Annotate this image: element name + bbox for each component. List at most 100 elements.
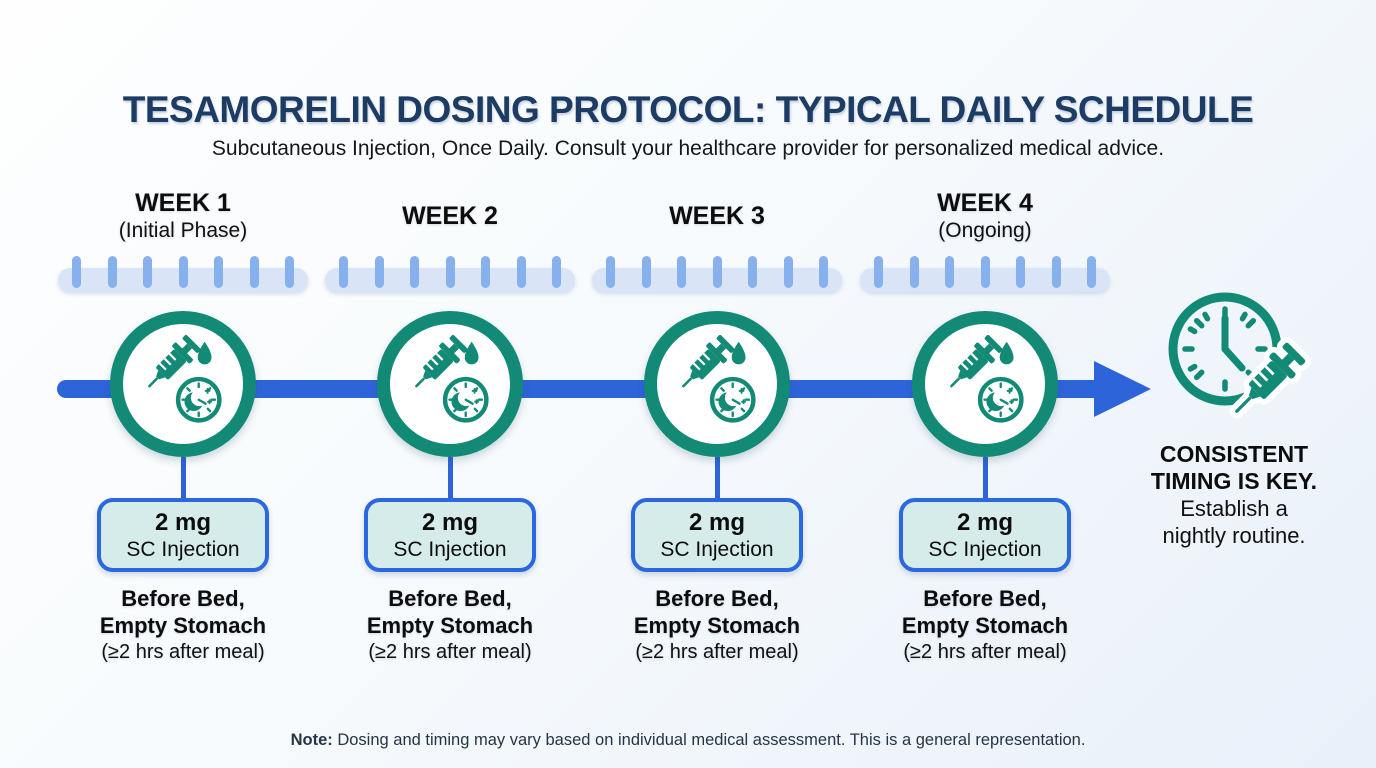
day-tick <box>374 256 384 288</box>
day-tick <box>909 256 919 288</box>
day-tick <box>677 256 686 288</box>
day-tick <box>1016 256 1025 288</box>
dose-box: 2 mg SC Injection <box>631 498 803 572</box>
day-tick <box>1087 256 1096 288</box>
dose-box: 2 mg SC Injection <box>899 498 1071 572</box>
syringe-night-clock-icon <box>950 335 1028 427</box>
week-sublabel: (Initial Phase) <box>118 218 248 242</box>
injection-circle-badge <box>912 311 1058 457</box>
timing-line2: Empty Stomach <box>901 613 1069 638</box>
injection-circle-badge <box>110 311 256 457</box>
week-header: WEEK 4 (Ongoing) <box>855 185 1115 247</box>
week-column: WEEK 2 <box>320 185 580 675</box>
day-tick <box>178 256 188 288</box>
day-tick <box>143 256 152 288</box>
connector-line <box>982 457 988 501</box>
key-message-panel: CONSISTENT TIMING IS KEY. Establish a ni… <box>1118 285 1350 549</box>
syringe-night-clock-icon <box>682 335 760 427</box>
syringe-night-clock-icon <box>415 335 493 427</box>
timing-line3: (≥2 hrs after meal) <box>101 641 265 663</box>
timing-line2: Empty Stomach <box>366 613 534 638</box>
week-header: WEEK 2 <box>320 185 580 247</box>
timeline-arrow-line <box>57 380 1095 398</box>
timing-line3: (≥2 hrs after meal) <box>903 641 1067 663</box>
week-label: WEEK 1 <box>135 188 231 217</box>
week-label: WEEK 3 <box>669 201 765 230</box>
daily-dose-tick-bar <box>592 256 842 292</box>
key-message-line1: CONSISTENT <box>1159 441 1309 467</box>
timing-line2: Empty Stomach <box>633 613 801 638</box>
day-tick <box>214 256 223 288</box>
key-message-line3: Establish a <box>1180 496 1288 521</box>
dose-route: SC Injection <box>126 537 240 561</box>
dose-box: 2 mg SC Injection <box>97 498 269 572</box>
clock-syringe-icon <box>1168 292 1311 419</box>
day-tick <box>339 256 348 288</box>
day-tick <box>606 256 615 288</box>
day-tick <box>445 256 455 288</box>
week-header: WEEK 3 <box>587 185 847 247</box>
day-tick <box>641 256 651 288</box>
dose-amount: 2 mg <box>688 508 745 536</box>
week-label: WEEK 4 <box>937 188 1033 217</box>
timing-instructions: Before Bed, Empty Stomach (≥2 hrs after … <box>855 585 1115 665</box>
week-header: WEEK 1 (Initial Phase) <box>53 185 313 247</box>
connector-line <box>447 457 453 501</box>
timing-line1: Before Bed, <box>388 586 512 611</box>
timeline-arrowhead-icon <box>1094 361 1151 417</box>
page-subtitle: Subcutaneous Injection, Once Daily. Cons… <box>211 137 1165 160</box>
week-label: WEEK 2 <box>402 201 498 230</box>
timing-line3: (≥2 hrs after meal) <box>368 641 532 663</box>
timing-line1: Before Bed, <box>923 586 1047 611</box>
timing-line1: Before Bed, <box>121 586 245 611</box>
key-message-line2: TIMING IS KEY. <box>1150 468 1318 494</box>
dose-route: SC Injection <box>393 537 507 561</box>
note-text: Dosing and timing may vary based on indi… <box>332 730 1086 749</box>
dose-box: 2 mg SC Injection <box>364 498 536 572</box>
day-tick <box>712 256 722 288</box>
day-tick <box>249 256 259 288</box>
daily-dose-tick-bar <box>860 256 1110 292</box>
day-tick <box>107 256 117 288</box>
timing-instructions: Before Bed, Empty Stomach (≥2 hrs after … <box>53 585 313 665</box>
daily-dose-tick-bar <box>58 256 308 292</box>
day-tick <box>1051 256 1061 288</box>
timing-line1: Before Bed, <box>655 586 779 611</box>
week-sublabel: (Ongoing) <box>938 218 1032 242</box>
injection-circle-badge <box>377 311 523 457</box>
key-message-line4: nightly routine. <box>1162 523 1306 548</box>
dose-amount: 2 mg <box>956 508 1013 536</box>
week-column: WEEK 3 <box>587 185 847 675</box>
timing-instructions: Before Bed, Empty Stomach (≥2 hrs after … <box>587 585 847 665</box>
note-label: Note: <box>290 730 333 749</box>
syringe-night-clock-icon <box>148 335 226 427</box>
connector-line <box>714 457 720 501</box>
timing-line2: Empty Stomach <box>99 613 267 638</box>
page-title: TESAMORELIN DOSING PROTOCOL: TYPICAL DAI… <box>122 88 1254 130</box>
daily-dose-tick-bar <box>325 256 575 292</box>
day-tick <box>72 256 81 288</box>
day-tick <box>783 256 793 288</box>
day-tick <box>481 256 490 288</box>
week-column: WEEK 4 (Ongoing) <box>855 185 1115 675</box>
day-tick <box>945 256 954 288</box>
day-tick <box>980 256 990 288</box>
dose-amount: 2 mg <box>421 508 478 536</box>
connector-line <box>180 457 186 501</box>
dose-route: SC Injection <box>660 537 774 561</box>
day-tick <box>552 256 561 288</box>
day-tick <box>516 256 526 288</box>
dose-amount: 2 mg <box>154 508 211 536</box>
injection-circle-badge <box>644 311 790 457</box>
dose-route: SC Injection <box>928 537 1042 561</box>
day-tick <box>874 256 883 288</box>
day-tick <box>819 256 828 288</box>
timing-line3: (≥2 hrs after meal) <box>635 641 799 663</box>
footer-note: Note: Dosing and timing may vary based o… <box>0 731 1376 750</box>
timing-instructions: Before Bed, Empty Stomach (≥2 hrs after … <box>320 585 580 665</box>
day-tick <box>285 256 294 288</box>
day-tick <box>410 256 419 288</box>
week-column: WEEK 1 (Initial Phase) <box>53 185 313 675</box>
day-tick <box>748 256 757 288</box>
